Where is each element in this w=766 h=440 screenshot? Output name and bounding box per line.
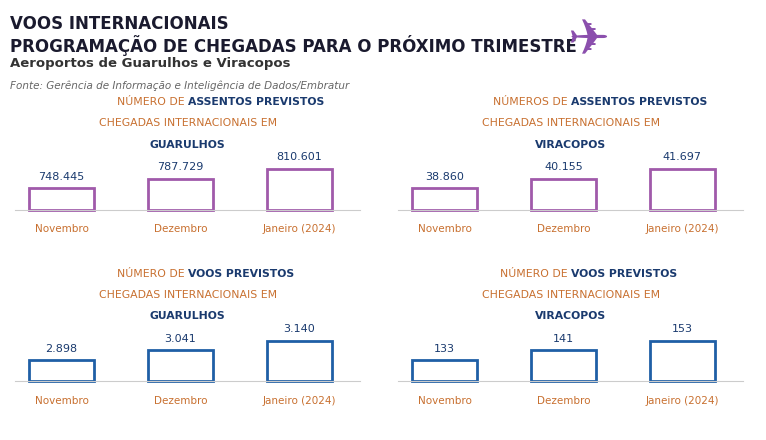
Text: NÚMERO DE: NÚMERO DE	[116, 97, 188, 107]
Bar	[29, 188, 94, 209]
Bar	[267, 169, 332, 209]
Bar	[650, 341, 715, 381]
Text: 141: 141	[553, 334, 574, 344]
Bar	[531, 350, 596, 381]
Text: CHEGADAS INTERNACIONAIS EM: CHEGADAS INTERNACIONAIS EM	[99, 290, 277, 300]
Text: 2.898: 2.898	[46, 344, 77, 354]
Text: 41.697: 41.697	[663, 152, 702, 162]
Text: NÚMERO DE: NÚMERO DE	[116, 269, 188, 279]
Text: CHEGADAS INTERNACIONAIS EM: CHEGADAS INTERNACIONAIS EM	[482, 118, 660, 128]
Text: 40.155: 40.155	[544, 162, 583, 172]
Text: 153: 153	[672, 324, 692, 334]
Text: Dezembro: Dezembro	[154, 224, 208, 234]
Bar	[148, 350, 213, 381]
Text: Novembro: Novembro	[417, 396, 472, 406]
Text: Novembro: Novembro	[34, 224, 89, 234]
Text: Novembro: Novembro	[417, 224, 472, 234]
Text: PROGRAMAÇÃO DE CHEGADAS PARA O PRÓXIMO TRIMESTRE: PROGRAMAÇÃO DE CHEGADAS PARA O PRÓXIMO T…	[10, 35, 577, 56]
Text: Janeiro (2024): Janeiro (2024)	[263, 396, 336, 406]
Text: Dezembro: Dezembro	[537, 396, 591, 406]
Text: VOOS PREVISTOS: VOOS PREVISTOS	[571, 269, 677, 279]
Text: VIRACOPOS: VIRACOPOS	[535, 139, 606, 150]
Text: Dezembro: Dezembro	[154, 396, 208, 406]
Text: Janeiro (2024): Janeiro (2024)	[263, 224, 336, 234]
Text: Janeiro (2024): Janeiro (2024)	[646, 396, 719, 406]
Text: 748.445: 748.445	[38, 172, 85, 182]
Text: CHEGADAS INTERNACIONAIS EM: CHEGADAS INTERNACIONAIS EM	[482, 290, 660, 300]
Text: VIRACOPOS: VIRACOPOS	[535, 311, 606, 321]
Text: Novembro: Novembro	[34, 396, 89, 406]
Text: ASSENTOS PREVISTOS: ASSENTOS PREVISTOS	[571, 97, 707, 107]
Text: Janeiro (2024): Janeiro (2024)	[646, 224, 719, 234]
Bar	[650, 169, 715, 209]
Bar	[29, 360, 94, 381]
Text: ASSENTOS PREVISTOS: ASSENTOS PREVISTOS	[188, 97, 324, 107]
Text: 3.041: 3.041	[165, 334, 196, 344]
Bar	[148, 179, 213, 209]
Bar	[531, 179, 596, 209]
Bar	[267, 341, 332, 381]
Text: Dezembro: Dezembro	[537, 224, 591, 234]
Text: NÚMERO DE: NÚMERO DE	[499, 269, 571, 279]
Text: GUARULHOS: GUARULHOS	[150, 311, 225, 321]
Text: 3.140: 3.140	[283, 324, 315, 334]
Text: ✈: ✈	[567, 18, 609, 66]
Bar	[412, 188, 477, 209]
Text: 38.860: 38.860	[425, 172, 464, 182]
Text: VOOS PREVISTOS: VOOS PREVISTOS	[188, 269, 294, 279]
Text: GUARULHOS: GUARULHOS	[150, 139, 225, 150]
Text: VOOS INTERNACIONAIS: VOOS INTERNACIONAIS	[10, 15, 228, 33]
Text: 133: 133	[434, 344, 455, 354]
Text: Fonte: Gerência de Informação e Inteligência de Dados/Embratur: Fonte: Gerência de Informação e Inteligê…	[10, 80, 349, 91]
Text: CHEGADAS INTERNACIONAIS EM: CHEGADAS INTERNACIONAIS EM	[99, 118, 277, 128]
Text: 810.601: 810.601	[277, 152, 322, 162]
Text: 787.729: 787.729	[157, 162, 204, 172]
Text: NÚMEROS DE: NÚMEROS DE	[493, 97, 571, 107]
Text: Aeroportos de Guarulhos e Viracopos: Aeroportos de Guarulhos e Viracopos	[10, 57, 290, 70]
Bar	[412, 360, 477, 381]
